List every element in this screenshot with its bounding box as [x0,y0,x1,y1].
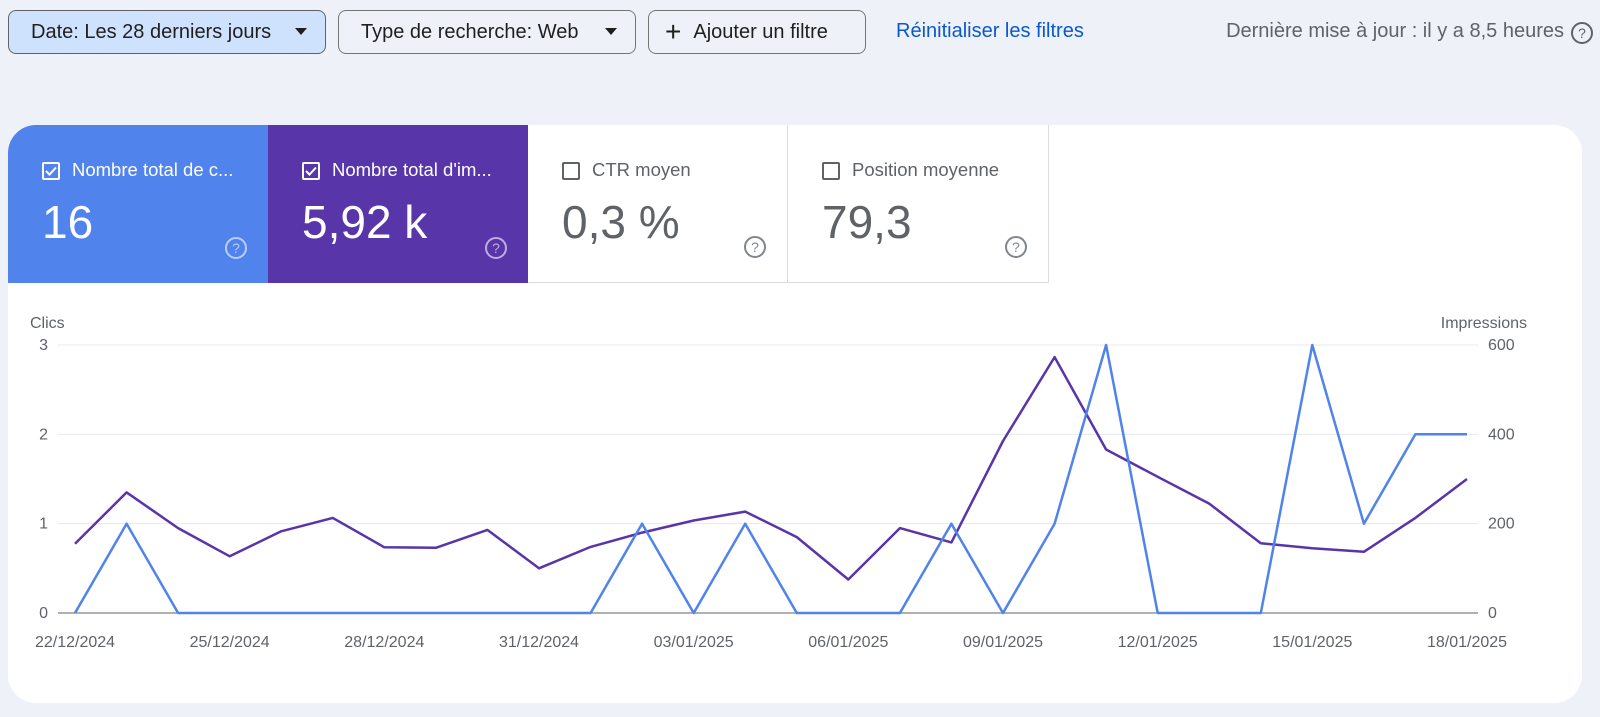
metric-value: 16 [42,196,94,248]
x-axis-tick-label: 31/12/2024 [499,634,579,651]
left-axis-tick-label: 1 [39,516,48,533]
right-axis-tick-label: 400 [1488,426,1515,443]
metric-total-clicks[interactable]: Nombre total de c... 16 ? [8,125,268,283]
x-axis-tick-label: 09/01/2025 [963,634,1043,651]
metric-value: 0,3 % [562,196,680,248]
search-type-filter-label: Type de recherche: Web [361,20,579,43]
metric-label: Nombre total d'im... [332,159,492,180]
x-axis-tick-label: 18/01/2025 [1427,634,1507,651]
right-axis-tick-label: 200 [1488,516,1515,533]
svg-text:?: ? [751,239,759,255]
add-filter-label: Ajouter un filtre [693,20,828,43]
date-filter-chip[interactable]: Date: Les 28 derniers jours [8,10,326,54]
metric-value: 79,3 [822,196,912,248]
dropdown-arrow-icon [605,28,617,35]
help-icon[interactable]: ? [224,236,248,265]
last-update-text: Dernière mise à jour : il y a 8,5 heures [1226,20,1564,42]
svg-text:?: ? [492,240,500,256]
search-type-filter-chip[interactable]: Type de recherche: Web [338,10,636,54]
svg-text:?: ? [232,240,240,256]
checkbox-unchecked-icon[interactable] [562,162,580,180]
performance-card: Nombre total de c... 16 ? Nombre total d… [8,125,1582,703]
help-icon[interactable]: ? [743,235,767,264]
checkbox-checked-icon[interactable] [42,162,60,180]
left-axis-tick-label: 0 [39,605,48,622]
impressions-series-line [74,355,1468,581]
help-icon[interactable]: ? [484,236,508,265]
x-axis-tick-label: 22/12/2024 [35,634,115,651]
help-icon[interactable]: ? [1004,235,1028,264]
checkbox-unchecked-icon[interactable] [822,162,840,180]
date-filter-label: Date: Les 28 derniers jours [31,20,272,43]
x-axis-tick-label: 25/12/2024 [190,634,270,651]
reset-filters-link[interactable]: Réinitialiser les filtres [896,20,1084,42]
right-axis-tick-label: 0 [1488,605,1497,622]
help-icon[interactable]: ? [1570,21,1594,50]
right-axis-tick-label: 600 [1488,337,1515,354]
left-axis-tick-label: 2 [39,426,48,443]
x-axis-tick-label: 06/01/2025 [808,634,888,651]
dropdown-arrow-icon [295,28,307,35]
x-axis-tick-label: 15/01/2025 [1272,634,1352,651]
metric-average-position[interactable]: Position moyenne 79,3 ? [788,125,1049,283]
left-axis-tick-label: 3 [39,337,48,354]
metric-label: Position moyenne [852,159,1000,180]
plus-icon: + [665,16,682,47]
left-axis-title: Clics [30,315,65,332]
metric-label: CTR moyen [592,159,691,180]
x-axis-tick-label: 12/01/2025 [1118,634,1198,651]
metric-average-ctr[interactable]: CTR moyen 0,3 % ? [528,125,788,283]
performance-chart: Clics Impressions 0 1 2 3 0 200 400 600 22/12/… [30,315,1527,651]
svg-text:?: ? [1012,239,1020,255]
clicks-series-line [73,343,1467,615]
add-filter-button[interactable]: + Ajouter un filtre [648,10,866,54]
metric-label: Nombre total de c... [72,159,234,180]
svg-text:?: ? [1578,25,1586,41]
checkbox-checked-icon[interactable] [302,162,320,180]
x-axis-tick-label: 28/12/2024 [344,634,424,651]
metric-total-impressions[interactable]: Nombre total d'im... 5,92 k ? [268,125,528,283]
x-axis-tick-label: 03/01/2025 [654,634,734,651]
metric-value: 5,92 k [302,196,428,248]
right-axis-title: Impressions [1441,315,1527,332]
